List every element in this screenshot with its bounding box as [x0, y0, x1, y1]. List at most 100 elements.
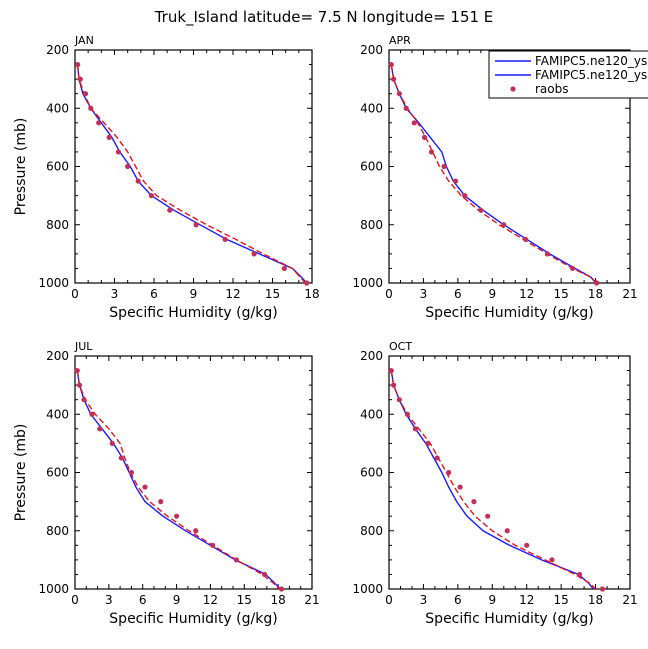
y-tick-label: 800 — [360, 218, 383, 232]
raobs-point — [501, 222, 507, 228]
x-tick-label: 21 — [304, 593, 319, 607]
raobs-point — [115, 149, 122, 155]
raobs-point — [403, 105, 409, 111]
panel-oct: OCT 0 3 6 9 12 15 18 21 200 400 600 800 1000 Specific … — [352, 340, 637, 627]
raobs-point — [524, 542, 530, 548]
series-line-dashed — [76, 370, 280, 590]
y-tick-label: 400 — [46, 101, 69, 115]
raobs-point — [251, 251, 257, 257]
raobs-point — [109, 440, 115, 446]
x-tick-label: 15 — [265, 287, 280, 301]
y-tick-label: 1000 — [352, 582, 383, 596]
raobs-point — [390, 382, 397, 388]
figure-title: Truk_Island latitude= 7.5 N longitude= 1… — [154, 8, 494, 27]
x-axis-label: Specific Humidity (g/kg) — [425, 611, 593, 627]
y-tick-label: 400 — [46, 407, 69, 421]
x-tick-label: 12 — [203, 593, 218, 607]
panel-label: JAN — [74, 34, 94, 47]
x-tick-label: 3 — [105, 593, 113, 607]
raobs-point — [396, 91, 402, 97]
series-line-dashed — [76, 64, 306, 284]
x-tick-label: 6 — [139, 593, 147, 607]
x-tick-label: 3 — [420, 287, 428, 301]
plot-frame — [388, 355, 631, 590]
x-tick-label: 6 — [454, 287, 462, 301]
raobs-point — [281, 265, 287, 272]
x-tick-label: 6 — [150, 287, 158, 301]
raobs-point — [390, 76, 397, 82]
raobs-point — [76, 382, 83, 388]
x-tick-label: 0 — [71, 287, 79, 301]
raobs-point — [74, 367, 80, 374]
raobs-point — [570, 265, 576, 272]
raobs-point — [233, 557, 239, 563]
y-tick-label: 200 — [46, 349, 69, 363]
x-tick-label: 12 — [519, 287, 534, 301]
x-tick-label: 12 — [519, 593, 534, 607]
raobs-point — [425, 440, 431, 446]
panel-label: APR — [389, 34, 411, 47]
raobs-point — [446, 469, 452, 476]
panel-jan: JAN 0 3 6 9 12 15 18 200 400 600 800 1000 Specific Hu… — [13, 34, 320, 321]
y-tick-label: 600 — [46, 466, 69, 480]
y-tick-label: 1000 — [38, 276, 69, 290]
raobs-point — [193, 222, 199, 228]
raobs-point — [222, 236, 228, 242]
y-tick-label: 200 — [360, 43, 383, 57]
y-axis-label: Pressure (mb) — [13, 424, 29, 522]
raobs-point — [411, 120, 417, 126]
x-tick-label: 12 — [225, 287, 240, 301]
plot-frame — [74, 49, 313, 284]
series-line-solid — [390, 370, 594, 590]
y-tick-label: 800 — [46, 524, 69, 538]
raobs-point — [97, 426, 103, 432]
panel-jul: JUL 0 3 6 9 12 15 18 21 200 400 600 800 1000 Specific … — [13, 340, 320, 627]
raobs-point — [304, 280, 310, 286]
raobs-point — [89, 411, 95, 417]
raobs-point — [485, 513, 491, 519]
panel-label: OCT — [389, 340, 412, 353]
series-line-solid — [76, 370, 281, 590]
raobs-point — [457, 484, 463, 490]
raobs-point — [106, 134, 112, 140]
raobs-point — [128, 469, 135, 476]
raobs-point — [576, 571, 583, 578]
raobs-point — [404, 411, 410, 417]
raobs-point — [434, 455, 440, 461]
legend-label: FAMIPC5.ne120_ys — [535, 68, 647, 82]
x-tick-label: 18 — [271, 593, 286, 607]
raobs-point — [262, 571, 268, 578]
raobs-point — [396, 397, 402, 403]
x-tick-label: 18 — [304, 287, 319, 301]
raobs-point — [549, 557, 555, 563]
y-tick-label: 400 — [360, 407, 383, 421]
x-tick-label: 21 — [622, 593, 637, 607]
raobs-point — [158, 499, 164, 505]
y-tick-label: 400 — [360, 101, 383, 115]
panel-label: JUL — [74, 340, 93, 353]
raobs-point — [148, 193, 154, 199]
y-tick-label: 800 — [360, 524, 383, 538]
raobs-point — [421, 134, 428, 140]
raobs-point — [193, 528, 199, 534]
x-tick-label: 9 — [488, 287, 496, 301]
y-tick-label: 600 — [360, 160, 383, 174]
x-tick-label: 9 — [488, 593, 496, 607]
x-tick-label: 0 — [71, 593, 79, 607]
y-tick-label: 200 — [46, 43, 69, 57]
raobs-point — [118, 455, 124, 461]
y-tick-label: 1000 — [352, 276, 383, 290]
raobs-point — [135, 178, 141, 184]
raobs-point — [388, 367, 394, 374]
y-tick-label: 200 — [360, 349, 383, 363]
raobs-point — [441, 163, 447, 170]
x-tick-label: 0 — [385, 593, 393, 607]
raobs-point — [173, 513, 180, 519]
raobs-point — [504, 528, 510, 534]
x-axis-label: Specific Humidity (g/kg) — [425, 305, 593, 321]
y-tick-label: 600 — [360, 466, 383, 480]
raobs-point — [462, 193, 468, 199]
raobs-point — [210, 542, 216, 548]
